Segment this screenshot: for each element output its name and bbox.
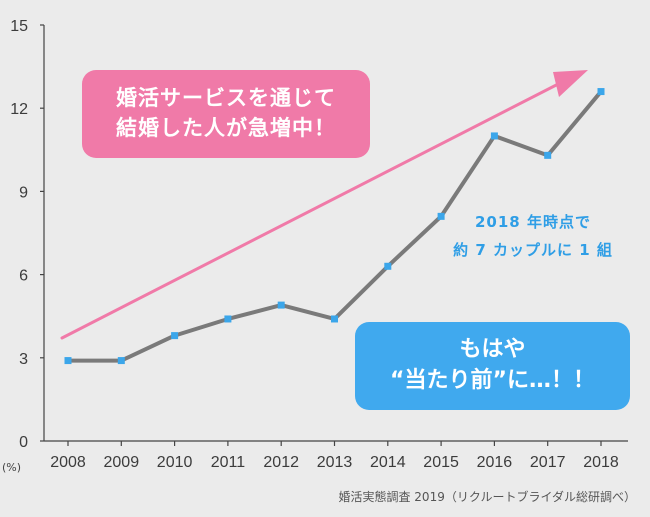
annotation-line-1: 2018 年時点で [475,213,591,231]
y-tick-label-12: 12 [10,101,28,118]
data-point-2013 [331,315,338,323]
chart-axes [43,25,628,442]
y-tick-label-6: 6 [19,268,28,285]
y-tick-label-3: 3 [19,351,28,368]
conclusion-callout: もはや “当たり前”に…！！ [355,322,630,410]
x-tick-label-2018: 2018 [583,454,619,471]
source-note: 婚活実態調査 2019（リクルートブライダル総研調べ） [338,490,636,504]
y-tick-label-9: 9 [19,184,28,201]
annotation-line-2: 約 7 カップルに 1 組 [453,241,613,259]
y-unit-label: (%) [2,461,21,474]
x-tick-label-2016: 2016 [477,454,513,471]
conclusion-line-2: “当たり前”に…！！ [390,368,595,393]
data-points [64,88,605,365]
x-tick-label-2008: 2008 [50,454,86,471]
annotation-2018: 2018 年時点で 約 7 カップルに 1 組 [428,208,638,264]
x-tick-label-2014: 2014 [370,454,406,471]
x-tick-label-2009: 2009 [104,454,140,471]
data-point-2010 [171,332,179,340]
x-tick-label-2011: 2011 [211,454,246,471]
x-tick-label-2017: 2017 [530,454,566,471]
trend-arrow-head [553,70,588,97]
headline-line-2: 結婚した人が急増中！ [116,116,336,140]
x-tick-label-2013: 2013 [317,454,353,471]
data-point-2009 [117,357,125,365]
data-point-2008 [64,357,72,365]
y-tick-label-0: 0 [19,434,28,451]
chart-ticks: 0 3 6 9 12 15 (%) 2008 2009 2010 2011 2012 2013 2014 2… [2,18,619,474]
trend-arrow [60,70,588,340]
data-point-2012 [277,301,285,309]
data-point-2018 [597,88,605,96]
data-point-2017 [544,151,552,159]
x-tick-label-2010: 2010 [157,454,193,471]
headline-callout: 婚活サービスを通じて 結婚した人が急増中！ [82,70,370,158]
x-tick-label-2012: 2012 [263,454,299,471]
data-point-2015 [437,212,445,220]
data-point-2014 [384,262,392,270]
conclusion-line-1: もはや [459,337,526,362]
data-point-2016 [490,132,498,140]
headline-line-1: 婚活サービスを通じて [116,86,336,110]
x-tick-label-2015: 2015 [423,454,459,471]
trend-arrow-shaft [60,77,570,340]
data-point-2011 [224,315,232,323]
y-tick-label-15: 15 [10,18,28,35]
